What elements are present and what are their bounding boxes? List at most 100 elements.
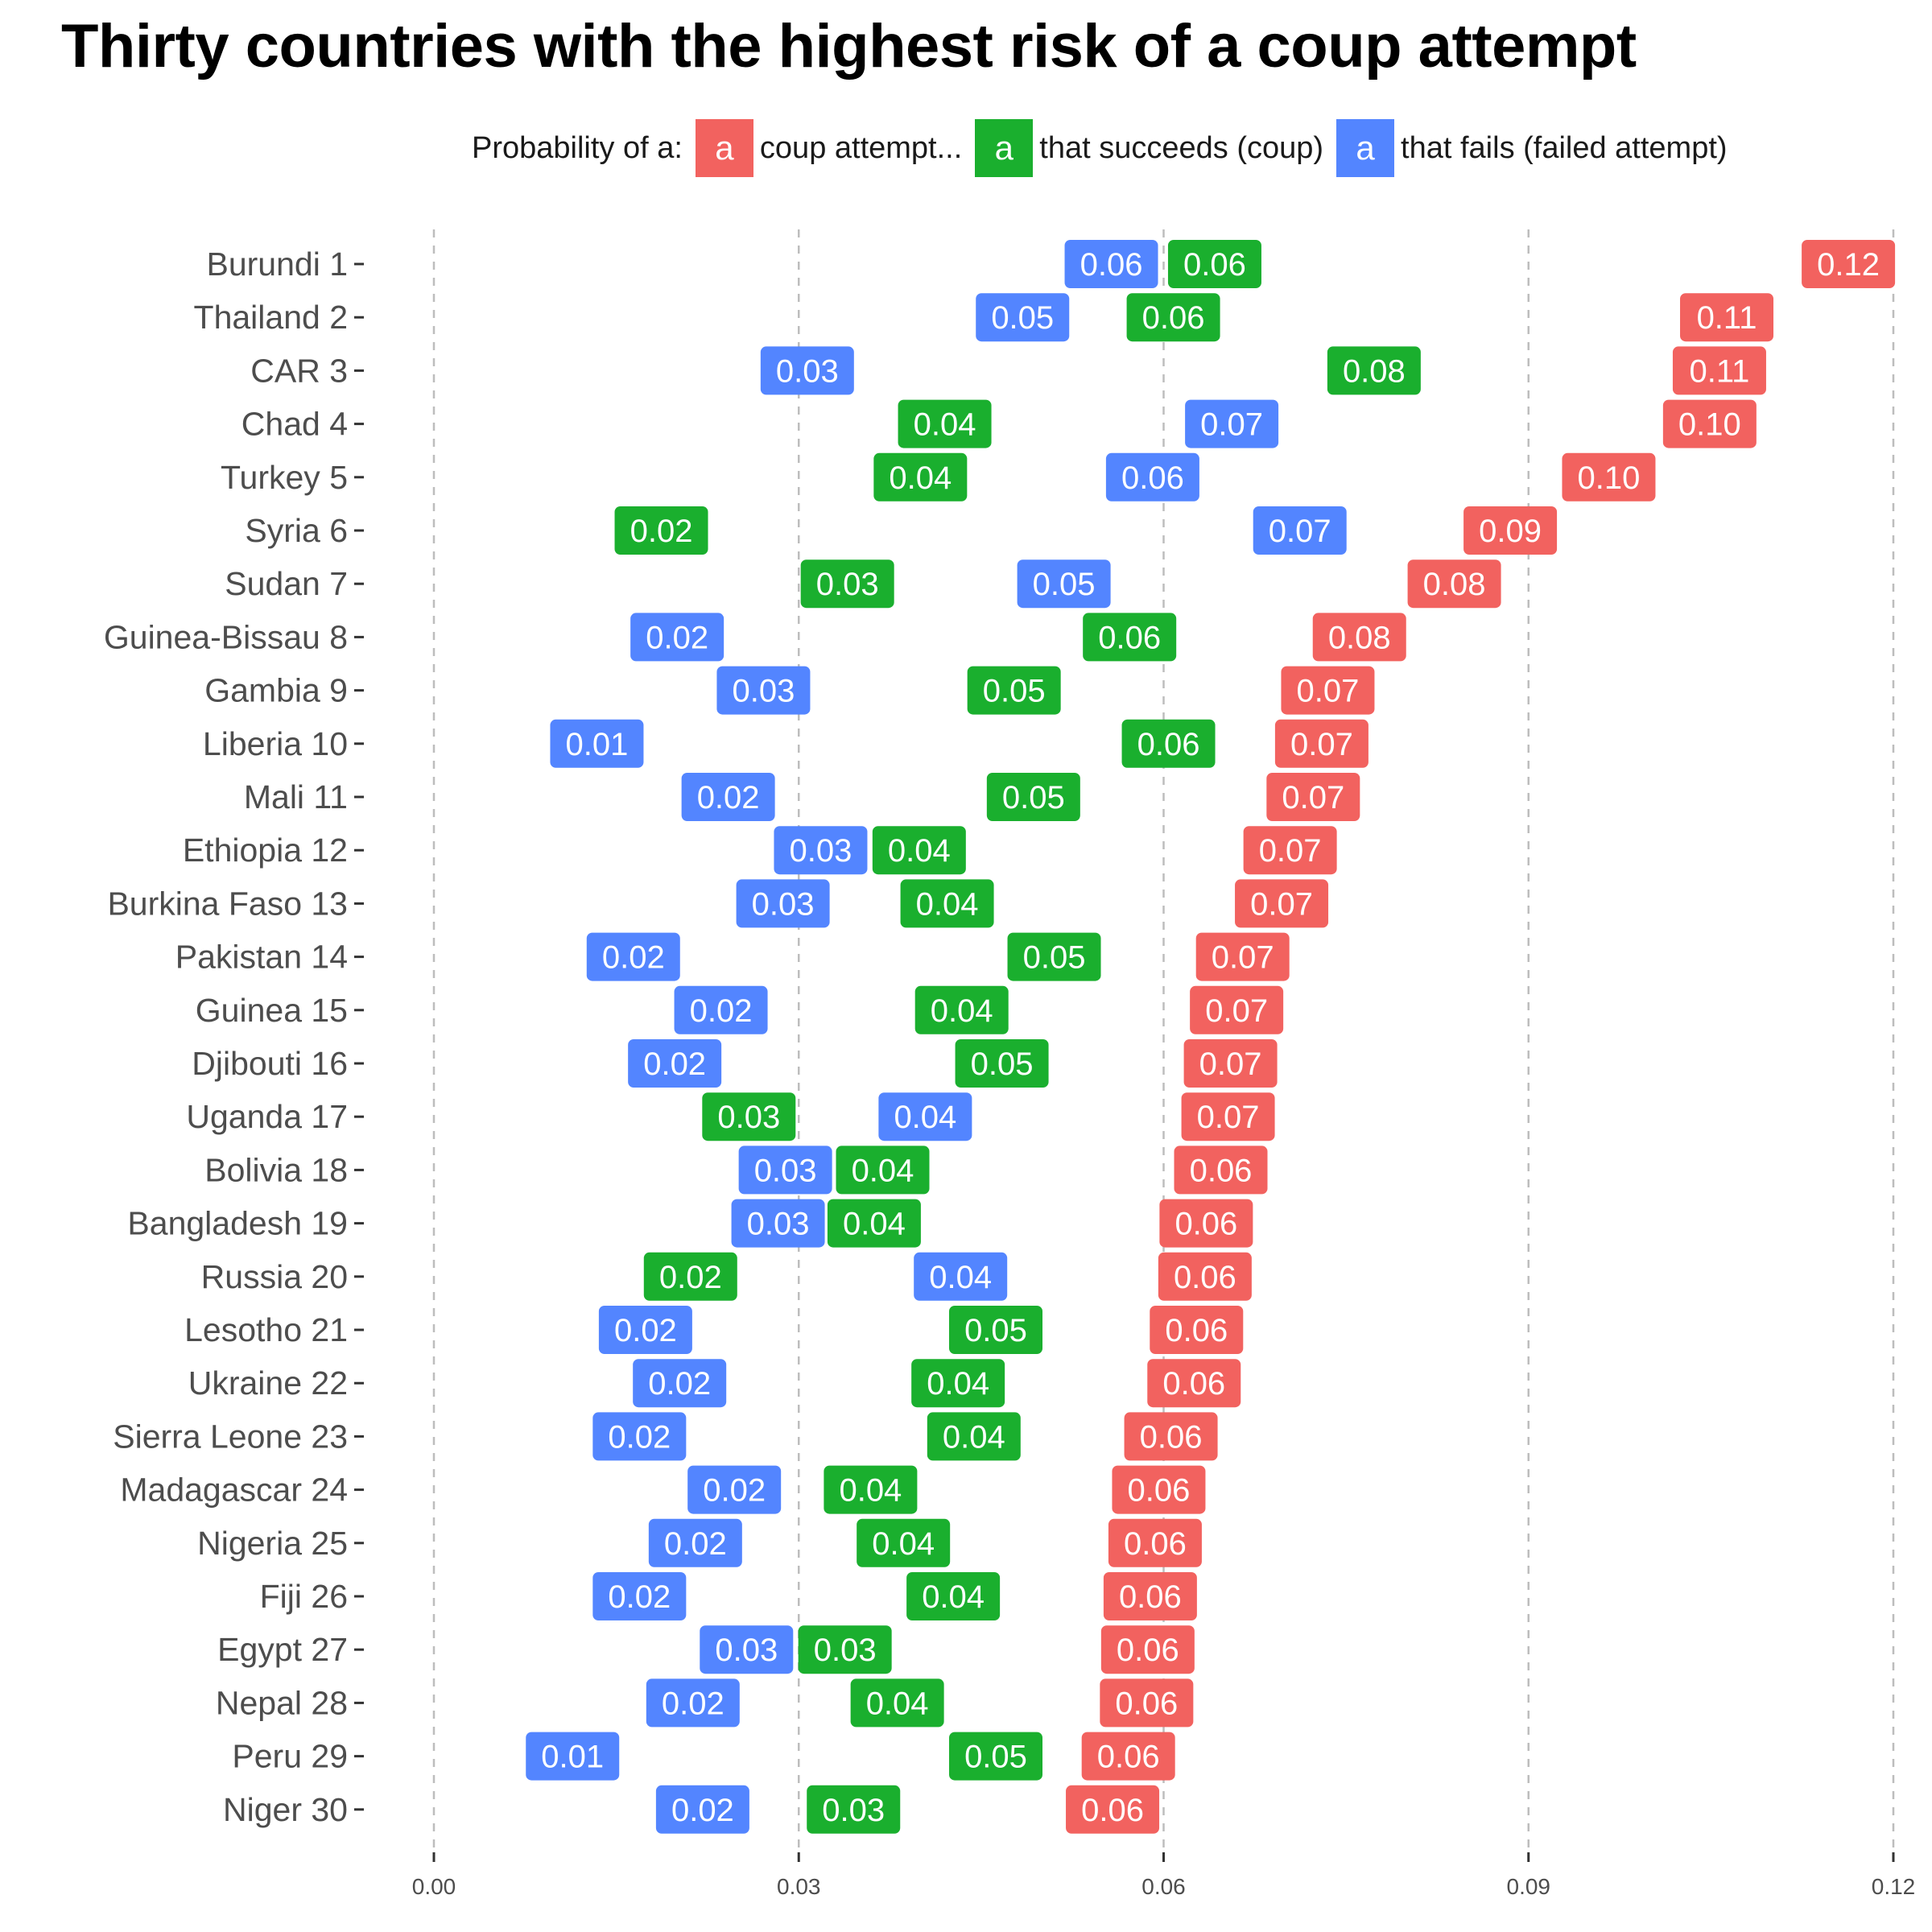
- data-label-attempt: 0.06: [1124, 1412, 1218, 1461]
- label-text: 0.03: [816, 567, 879, 602]
- label-box: [1158, 1252, 1252, 1301]
- data-label-failed: 0.03: [774, 826, 868, 875]
- data-label-attempt: 0.06: [1100, 1625, 1195, 1674]
- label-box: [774, 826, 868, 875]
- label-text: 0.04: [843, 1207, 906, 1242]
- data-label-attempt: 0.06: [1150, 1306, 1244, 1354]
- label-box: [1562, 452, 1656, 502]
- data-label-failed: 0.02: [586, 932, 680, 981]
- label-box: [598, 1306, 692, 1354]
- label-box: [646, 1678, 740, 1728]
- label-box: [1103, 1572, 1197, 1620]
- label-text: 0.07: [1212, 940, 1274, 976]
- label-box: [1672, 346, 1766, 395]
- label-text: 0.04: [916, 886, 979, 922]
- label-text: 0.02: [697, 780, 760, 815]
- data-label-attempt: 0.07: [1281, 666, 1375, 715]
- label-box: [857, 1518, 951, 1567]
- data-label-attempt: 0.06: [1159, 1199, 1253, 1248]
- data-label-coup: 0.04: [857, 1518, 951, 1567]
- label-text: 0.04: [943, 1419, 1005, 1455]
- y-tick-label: Pakistan 14: [175, 939, 348, 976]
- data-label-failed: 0.04: [914, 1252, 1008, 1301]
- label-text: 0.08: [1423, 567, 1486, 602]
- label-text: 0.07: [1205, 993, 1268, 1029]
- label-text: 0.03: [790, 833, 852, 869]
- label-box: [1100, 1625, 1195, 1674]
- label-text: 0.09: [1479, 514, 1542, 549]
- label-text: 0.04: [872, 1526, 935, 1562]
- legend: Probability of a: a coup attempt... a th…: [472, 119, 1732, 177]
- label-text: 0.04: [927, 1366, 989, 1402]
- data-label-attempt: 0.07: [1274, 719, 1368, 768]
- label-box: [878, 1092, 972, 1141]
- data-label-attempt: 0.06: [1081, 1732, 1175, 1781]
- label-text: 0.06: [1097, 1740, 1160, 1775]
- label-box: [1083, 613, 1177, 662]
- label-text: 0.06: [1124, 1526, 1187, 1562]
- data-label-attempt: 0.07: [1183, 1039, 1278, 1088]
- label-text: 0.07: [1197, 1100, 1260, 1135]
- y-tick-label: Bangladesh 19: [127, 1205, 348, 1242]
- data-label-attempt: 0.07: [1266, 773, 1360, 821]
- y-tick-label: CAR 3: [250, 352, 348, 389]
- y-tick-label: Fiji 26: [260, 1578, 348, 1615]
- label-text: 0.02: [630, 514, 693, 549]
- label-text: 0.04: [839, 1473, 902, 1509]
- label-box: [1266, 773, 1360, 821]
- label-text: 0.07: [1290, 727, 1353, 762]
- label-box: [1167, 240, 1261, 288]
- y-tick-label: Liberia 10: [203, 725, 348, 762]
- y-tick-label: Uganda 17: [186, 1098, 348, 1135]
- y-tick-label: Niger 30: [223, 1791, 348, 1828]
- label-text: 0.06: [1140, 1419, 1203, 1455]
- label-text: 0.06: [1162, 1366, 1225, 1402]
- label-text: 0.02: [664, 1526, 727, 1562]
- label-text: 0.03: [733, 674, 795, 709]
- data-label-failed: 0.03: [700, 1625, 794, 1674]
- label-box: [592, 1412, 687, 1461]
- gridlines: [432, 229, 1895, 1847]
- y-tick-label: Burkina Faso 13: [107, 885, 348, 922]
- label-box: [807, 1785, 901, 1834]
- label-box: [1181, 1092, 1275, 1141]
- label-box: [824, 1465, 918, 1514]
- data-label-coup: 0.04: [850, 1678, 944, 1728]
- label-box: [736, 879, 830, 928]
- label-box: [614, 506, 708, 555]
- label-text: 0.02: [703, 1473, 766, 1509]
- label-box: [1066, 1785, 1160, 1834]
- data-label-coup: 0.03: [702, 1092, 796, 1141]
- data-label-attempt: 0.12: [1802, 240, 1896, 288]
- data-label-coup: 0.05: [1007, 932, 1101, 981]
- label-text: 0.06: [1165, 1313, 1228, 1348]
- label-text: 0.06: [1121, 460, 1184, 496]
- label-box: [674, 985, 768, 1034]
- label-text: 0.02: [648, 1366, 711, 1402]
- label-box: [1235, 879, 1329, 928]
- label-text: 0.05: [991, 300, 1054, 336]
- label-text: 0.02: [608, 1419, 671, 1455]
- label-text: 0.03: [747, 1207, 810, 1242]
- y-tick-label: Russia 20: [201, 1258, 348, 1295]
- data-label-attempt: 0.10: [1562, 452, 1656, 502]
- label-text: 0.04: [894, 1100, 956, 1135]
- label-text: 0.06: [1183, 247, 1246, 283]
- data-label-attempt: 0.06: [1108, 1518, 1202, 1567]
- label-box: [1108, 1518, 1202, 1567]
- label-text: 0.03: [715, 1633, 778, 1668]
- label-text: 0.03: [752, 886, 815, 922]
- label-text: 0.06: [1119, 1579, 1182, 1615]
- data-label-failed: 0.02: [681, 773, 775, 821]
- label-box: [955, 1039, 1049, 1088]
- data-label-coup: 0.04: [873, 452, 968, 502]
- legend-label-failed: that fails (failed attempt): [1401, 130, 1728, 165]
- label-text: 0.02: [602, 940, 665, 976]
- label-text: 0.07: [1297, 674, 1360, 709]
- label-box: [1281, 666, 1375, 715]
- y-tick-label: Chad 4: [242, 406, 348, 443]
- label-box: [526, 1732, 620, 1781]
- y-tick-label: Egypt 27: [217, 1631, 348, 1668]
- label-box: [986, 773, 1080, 821]
- legend-label-coup: that succeeds (coup): [1039, 130, 1324, 165]
